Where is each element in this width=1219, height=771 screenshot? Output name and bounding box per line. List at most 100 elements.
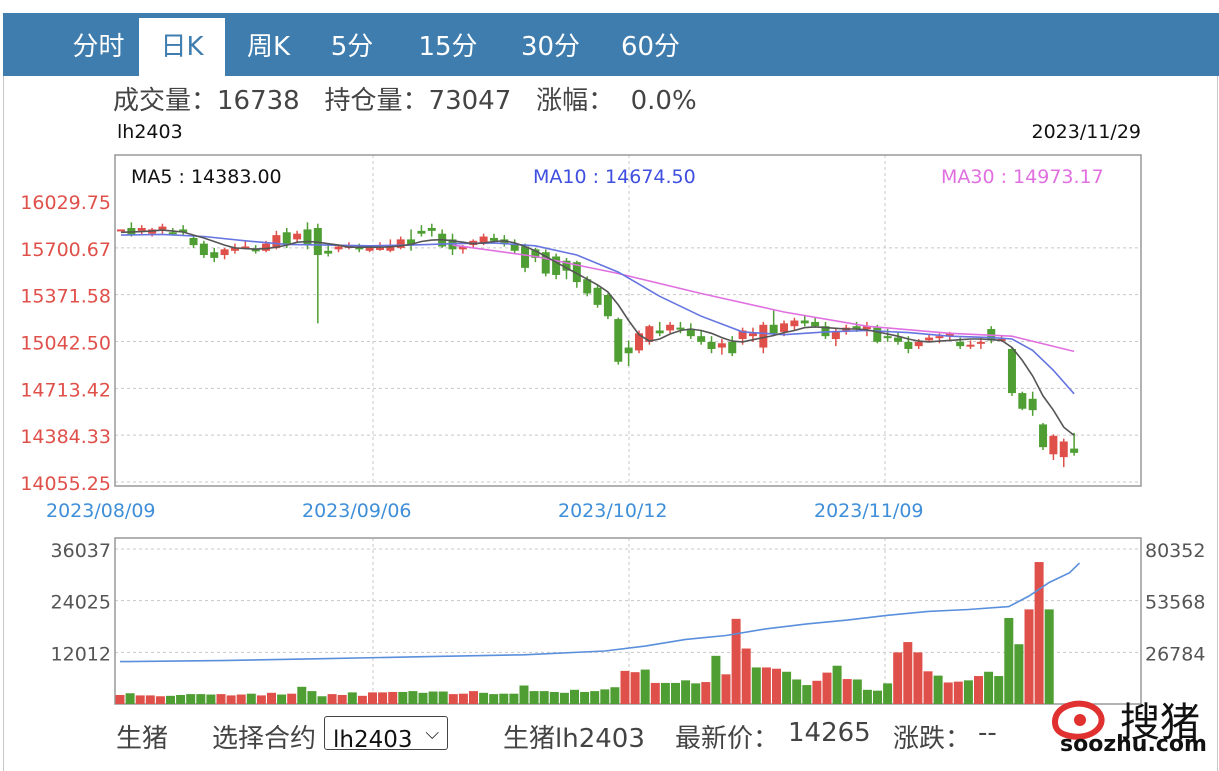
volume-bar — [408, 691, 418, 704]
change-label: 涨跌： — [893, 724, 972, 754]
volume-bar — [559, 692, 569, 704]
volume-bar — [650, 682, 660, 704]
candle — [272, 230, 281, 250]
volume-bar — [428, 691, 438, 704]
candle — [407, 229, 416, 251]
candle — [293, 230, 302, 243]
candle — [1059, 438, 1068, 468]
date-tick-labels: 2023/08/09 2023/09/06 2023/10/12 2023/11/09 — [46, 500, 924, 522]
candle-body — [521, 246, 530, 268]
volume-bar — [499, 693, 509, 704]
candle — [717, 339, 726, 355]
volume-bar — [782, 671, 792, 704]
ma10-line — [120, 233, 1075, 395]
candle-body — [282, 232, 291, 244]
volume-bar — [721, 674, 731, 704]
volume-bar — [438, 691, 448, 704]
candle — [728, 336, 737, 357]
candle-body — [707, 341, 716, 349]
pig-logo-icon — [1051, 700, 1105, 740]
volume-bar — [923, 671, 933, 704]
volume-bar — [862, 689, 872, 704]
candle — [707, 336, 716, 354]
candle — [210, 247, 219, 263]
candle-body — [697, 336, 706, 342]
volume-bar — [1044, 609, 1054, 704]
change-pct-label: 涨幅： — [536, 86, 615, 116]
tab-60min[interactable]: 60分 — [620, 32, 681, 62]
candle-body — [479, 236, 488, 244]
volume-bar — [681, 680, 691, 704]
tab-15min[interactable]: 15分 — [418, 32, 478, 62]
price-tick-label: 15700.67 — [20, 239, 111, 261]
candle — [831, 327, 840, 347]
period-tab-bar: 分时 日K 周K 5分 15分 30分 60分 — [3, 13, 1219, 76]
volume-bar — [347, 692, 357, 704]
candle — [1028, 391, 1037, 416]
date-tick-label: 2023/09/06 — [302, 500, 412, 522]
volume-bar — [731, 618, 741, 704]
candle-body — [583, 279, 592, 294]
tab-intraday[interactable]: 分时 — [72, 32, 125, 62]
volume-bar — [842, 679, 852, 704]
candle-body — [956, 341, 965, 347]
volume-bar — [267, 692, 276, 704]
volume-bar — [1034, 562, 1044, 704]
candle — [438, 229, 447, 248]
volume-bar — [963, 680, 973, 704]
price-tick-label: 14055.25 — [20, 473, 111, 495]
volume-bar — [610, 687, 620, 704]
volume-bar — [974, 676, 983, 704]
volume-bar — [196, 694, 206, 704]
candle — [189, 235, 198, 248]
tab-weekly-k[interactable]: 周K — [246, 32, 291, 62]
tab-5min[interactable]: 5分 — [330, 32, 374, 62]
candle — [624, 340, 633, 367]
candle-body — [759, 324, 768, 348]
candle-body — [852, 326, 861, 330]
candle-body — [976, 341, 985, 344]
candle-body — [1028, 398, 1037, 411]
candle-body — [790, 320, 799, 327]
date-tick-label: 2023/08/09 — [46, 500, 156, 522]
price-tick-labels: 16029.75 15700.67 15371.58 15042.50 14713.42… — [20, 192, 111, 495]
candle-body — [262, 243, 271, 251]
candle — [769, 310, 778, 337]
open-interest-value: 73047 — [428, 86, 512, 116]
volume-bar — [913, 652, 923, 704]
volume-bar — [246, 693, 256, 704]
stats-line: 成交量：16738 持仓量：73047 涨幅： 0.0% — [113, 80, 697, 117]
volume-bar — [620, 670, 630, 704]
product-name: 生猪lh2403 — [503, 724, 645, 754]
volume-bar — [671, 682, 680, 704]
candle-body — [925, 337, 934, 341]
candle-body — [210, 252, 219, 258]
volume-bar — [236, 694, 246, 704]
candle-body — [635, 333, 643, 351]
candle-body — [769, 324, 778, 334]
candle — [117, 229, 125, 232]
volume-bar — [256, 695, 266, 704]
candle-body — [458, 246, 467, 250]
contract-select[interactable]: lh2403 ⌵ — [324, 716, 448, 753]
volume-bar — [852, 679, 862, 704]
candle — [666, 321, 675, 334]
tab-daily-k[interactable]: 日K — [139, 18, 225, 76]
last-price-label: 最新价： — [675, 724, 780, 754]
candle — [396, 236, 405, 250]
volume-bar — [206, 694, 216, 704]
volume-bar — [287, 693, 297, 704]
legend-ma5: MA5 : 14383.00 — [131, 166, 282, 188]
tab-30min[interactable]: 30分 — [520, 32, 581, 62]
volume-tick-label: 24025 — [51, 592, 111, 614]
volume-bar — [479, 692, 489, 704]
candle-body — [738, 330, 747, 340]
oi-tick-label: 53568 — [1145, 592, 1205, 614]
candle — [603, 293, 612, 320]
volume-bar — [1014, 644, 1024, 704]
candle-body — [541, 252, 550, 274]
volume-bar — [458, 693, 468, 704]
candle-body — [199, 243, 208, 256]
volume-bar — [640, 669, 650, 704]
